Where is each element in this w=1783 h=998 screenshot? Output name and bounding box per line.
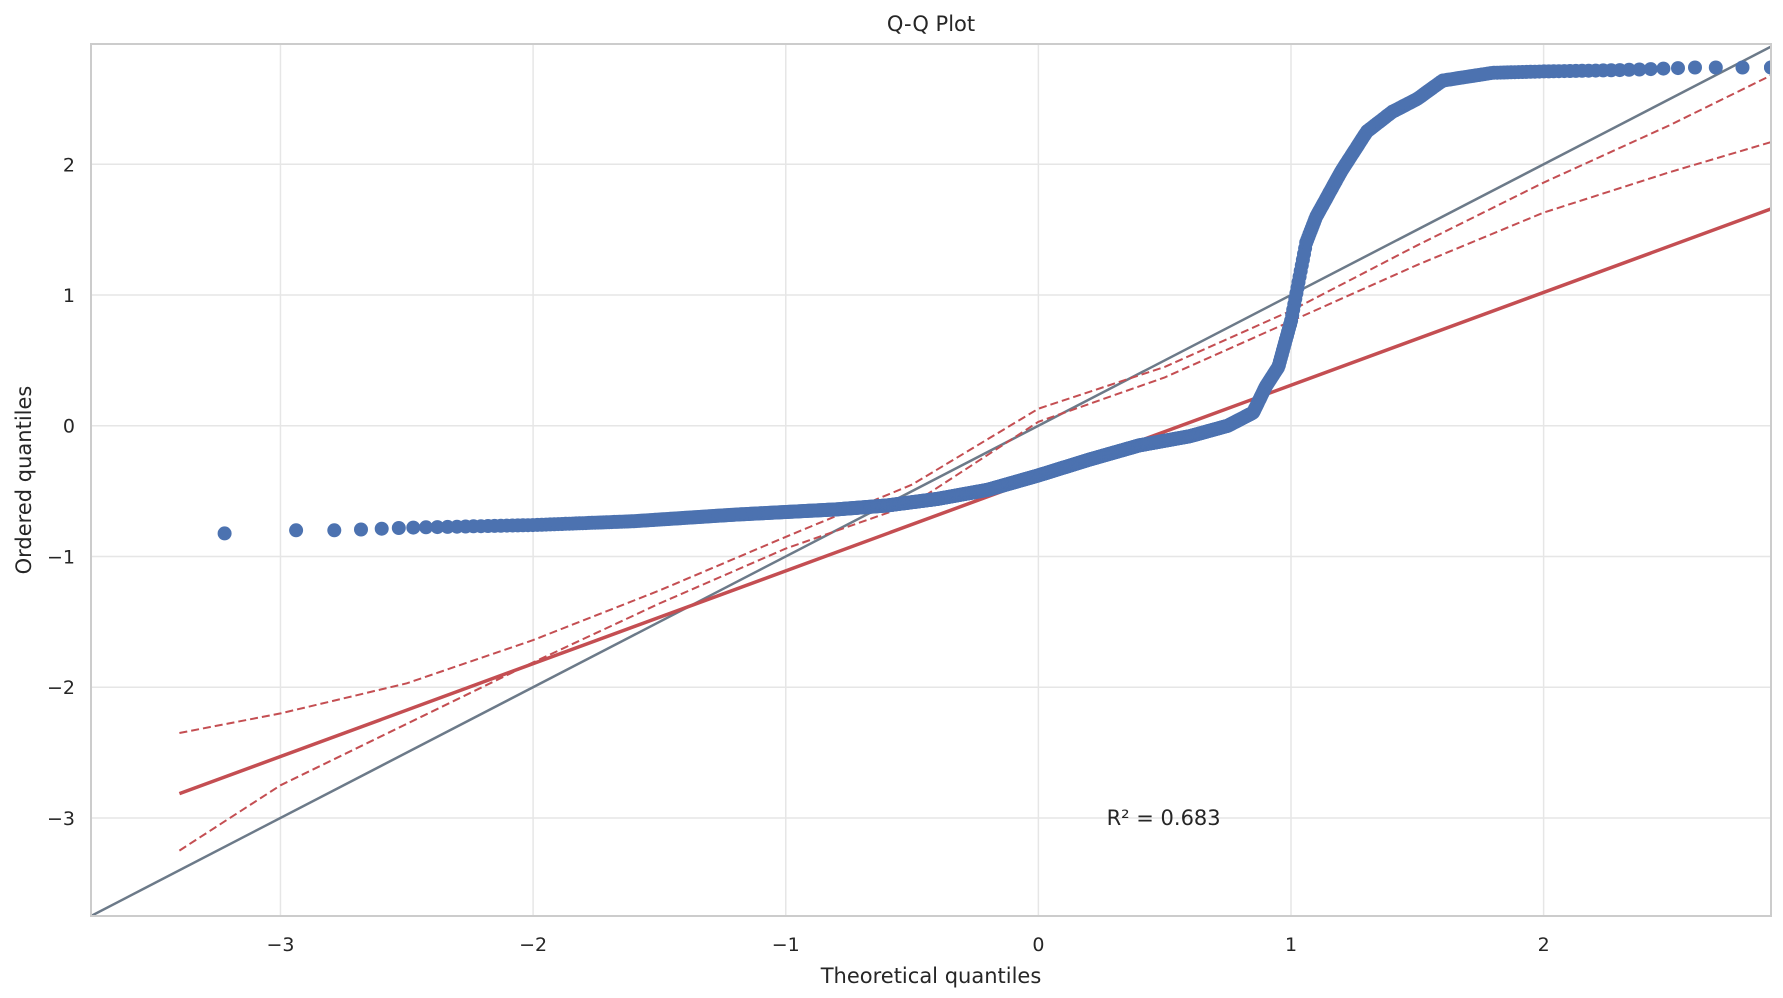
y-tick-label: −2 bbox=[47, 677, 75, 699]
qq-point bbox=[1656, 61, 1671, 76]
qq-point bbox=[1735, 60, 1750, 75]
qq-point bbox=[1688, 60, 1702, 75]
x-tick-label: −2 bbox=[519, 934, 547, 956]
qq-point bbox=[289, 523, 304, 538]
qq-point bbox=[1643, 62, 1658, 77]
x-tick-label: −1 bbox=[772, 934, 800, 956]
y-tick-label: −3 bbox=[47, 808, 75, 830]
reference-line bbox=[91, 45, 1771, 916]
x-tick-label: 2 bbox=[1538, 934, 1550, 956]
grid-lines bbox=[91, 44, 1771, 916]
y-tick-label: 1 bbox=[63, 285, 75, 307]
qq-point bbox=[354, 522, 368, 537]
qq-point bbox=[374, 521, 389, 536]
x-tick-label: −3 bbox=[266, 934, 294, 956]
qq-point bbox=[1671, 61, 1685, 76]
plot-frame bbox=[90, 43, 1772, 917]
y-tick-label: 0 bbox=[63, 416, 75, 438]
qq-point bbox=[406, 520, 421, 535]
qq-point bbox=[1632, 62, 1647, 77]
qq-point bbox=[1708, 60, 1723, 75]
plot-series bbox=[91, 45, 1771, 916]
y-tick-label: 2 bbox=[63, 154, 75, 176]
qq-point bbox=[391, 521, 406, 535]
y-axis-title: Ordered quantiles bbox=[12, 386, 36, 575]
x-tick-label: 1 bbox=[1285, 934, 1297, 956]
confidence-band-upper bbox=[179, 74, 1771, 734]
tick-labels: −3 −2 −1 0 1 2 −3 −2 −1 0 1 2 bbox=[47, 154, 1550, 956]
fit-line bbox=[178, 207, 1771, 796]
qq-point bbox=[1622, 62, 1637, 77]
x-tick-label: 0 bbox=[1032, 934, 1044, 956]
chart-title: Q-Q Plot bbox=[887, 12, 975, 36]
qq-point bbox=[419, 520, 433, 535]
qq-point bbox=[430, 520, 445, 535]
y-tick-label: −1 bbox=[47, 546, 75, 568]
x-axis-title: Theoretical quantiles bbox=[820, 964, 1042, 988]
qq-point bbox=[1764, 60, 1771, 75]
r-squared-annotation: R² = 0.683 bbox=[1107, 806, 1221, 830]
qq-point bbox=[327, 523, 342, 538]
qq-point bbox=[217, 526, 232, 541]
